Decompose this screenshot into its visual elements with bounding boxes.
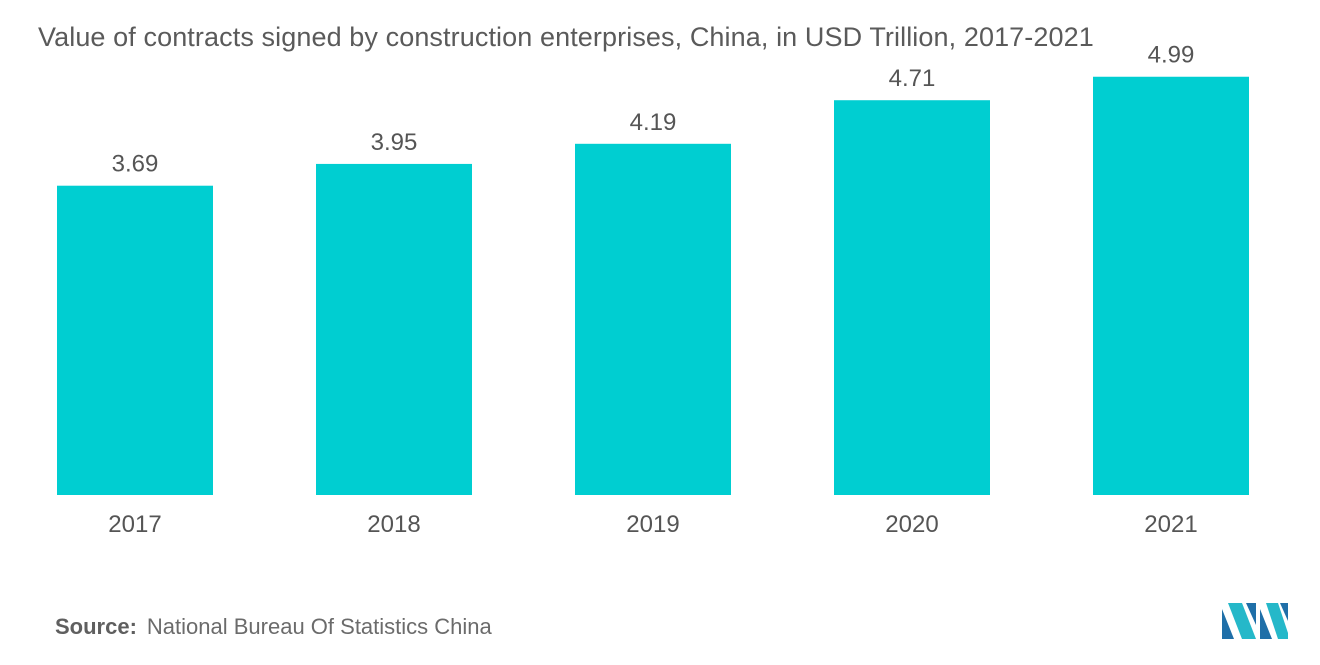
- source-label: Source:: [55, 614, 137, 639]
- data-label-2020: 4.71: [889, 65, 936, 92]
- chart-title: Value of contracts signed by constructio…: [38, 22, 1094, 52]
- mordor-intelligence-logo-icon: [1222, 603, 1288, 639]
- bar-2019: [575, 143, 731, 495]
- data-label-2018: 3.95: [371, 129, 418, 156]
- source-note: Source: National Bureau Of Statistics Chi…: [55, 614, 492, 640]
- x-tick-label-2021: 2021: [1144, 511, 1197, 538]
- x-tick-label-2019: 2019: [626, 511, 679, 538]
- bar-2021: [1093, 76, 1249, 495]
- source-text: National Bureau Of Statistics China: [146, 614, 492, 639]
- x-tick-label-2020: 2020: [885, 511, 938, 538]
- data-label-2019: 4.19: [630, 109, 677, 136]
- data-label-2017: 3.69: [112, 151, 159, 178]
- x-tick-label-2018: 2018: [367, 511, 420, 538]
- bar-2020: [834, 100, 990, 495]
- data-label-2021: 4.99: [1148, 42, 1195, 69]
- bar-2018: [316, 163, 472, 495]
- bar-2017: [57, 185, 213, 495]
- x-tick-label-2017: 2017: [108, 511, 161, 538]
